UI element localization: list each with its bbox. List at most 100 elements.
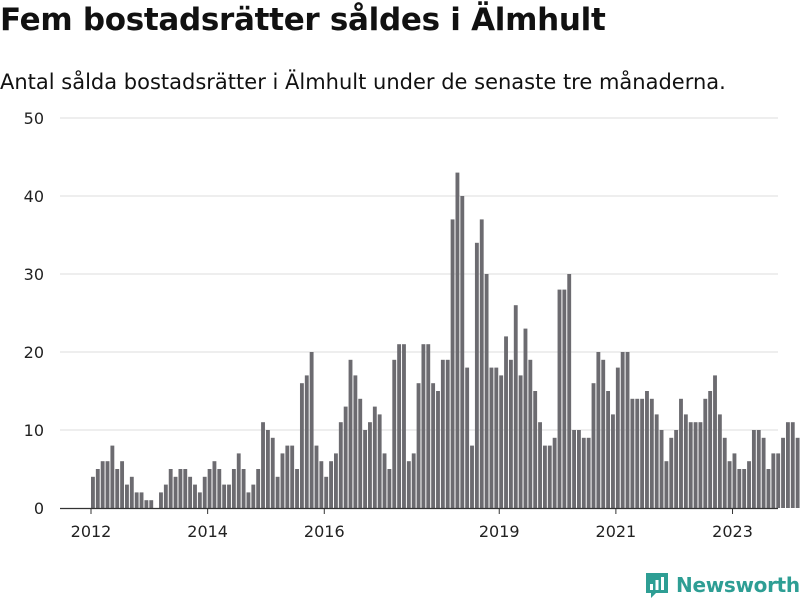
y-tick-label: 20 bbox=[24, 343, 44, 362]
bar bbox=[129, 476, 134, 508]
bar bbox=[329, 461, 333, 508]
bar bbox=[766, 469, 771, 508]
chart-title: Fem bostadsrätter såldes i Älmhult bbox=[0, 2, 606, 38]
y-tick-label: 0 bbox=[34, 499, 44, 518]
bar bbox=[363, 430, 368, 508]
bar bbox=[761, 437, 766, 508]
bar bbox=[188, 476, 193, 508]
bar bbox=[397, 344, 402, 508]
bar bbox=[261, 422, 265, 508]
bar bbox=[193, 484, 197, 508]
bar bbox=[338, 422, 343, 508]
bar bbox=[562, 289, 567, 508]
bar bbox=[450, 219, 455, 508]
bar bbox=[513, 305, 518, 508]
bar bbox=[275, 476, 280, 508]
bar bbox=[732, 453, 737, 508]
bar bbox=[790, 422, 795, 508]
bar-chart: 0102030405052012201420162019202120232025 bbox=[24, 109, 800, 541]
bar bbox=[387, 469, 392, 508]
chart-subtitle: Antal sålda bostadsrätter i Älmhult unde… bbox=[0, 70, 726, 94]
bar bbox=[504, 336, 508, 508]
bar bbox=[105, 461, 110, 508]
bar bbox=[309, 352, 314, 508]
bar bbox=[125, 484, 129, 508]
bar bbox=[372, 406, 377, 508]
bar bbox=[572, 430, 576, 508]
bar bbox=[319, 461, 324, 508]
bar bbox=[280, 453, 285, 508]
bar bbox=[411, 453, 416, 508]
bar bbox=[173, 476, 178, 508]
bar bbox=[100, 461, 105, 508]
bar bbox=[241, 469, 246, 508]
y-tick-label: 40 bbox=[24, 187, 44, 206]
bar bbox=[756, 430, 761, 508]
bar bbox=[212, 461, 217, 508]
bar bbox=[698, 422, 703, 508]
bar bbox=[134, 492, 139, 508]
bar bbox=[703, 398, 708, 508]
bar bbox=[620, 352, 625, 508]
bar bbox=[207, 469, 212, 508]
bar bbox=[416, 383, 421, 508]
bar bbox=[708, 391, 713, 508]
bar bbox=[688, 422, 693, 508]
bar bbox=[776, 453, 781, 508]
bar bbox=[455, 172, 460, 508]
x-tick-label: 2023 bbox=[712, 522, 753, 541]
labels: 0102030405052012201420162019202120232025 bbox=[24, 109, 753, 541]
bar bbox=[149, 500, 154, 508]
bar bbox=[713, 375, 717, 508]
bar bbox=[674, 430, 679, 508]
bar bbox=[737, 469, 742, 508]
x-tick-label: 2019 bbox=[479, 522, 520, 541]
bar bbox=[747, 461, 751, 508]
bar bbox=[591, 383, 596, 508]
x-axis bbox=[60, 507, 778, 514]
y-tick-label: 50 bbox=[24, 109, 44, 128]
bar bbox=[484, 274, 489, 508]
bar bbox=[246, 492, 251, 508]
bar bbox=[202, 476, 207, 508]
bar bbox=[557, 289, 562, 508]
bar bbox=[178, 469, 183, 508]
bars bbox=[91, 172, 800, 509]
bar bbox=[183, 469, 188, 508]
bar bbox=[659, 430, 664, 508]
bar bbox=[314, 445, 319, 508]
bar bbox=[547, 445, 552, 508]
bar bbox=[144, 500, 149, 508]
y-tick-label: 30 bbox=[24, 265, 44, 284]
bar bbox=[227, 484, 231, 508]
bar bbox=[392, 359, 397, 508]
bar bbox=[377, 414, 382, 508]
bar bbox=[654, 414, 659, 508]
bar bbox=[426, 344, 431, 508]
bar bbox=[625, 352, 630, 508]
bar bbox=[533, 391, 538, 508]
bar bbox=[120, 461, 125, 508]
bar bbox=[421, 344, 426, 508]
bar bbox=[304, 375, 309, 508]
bar bbox=[402, 344, 406, 508]
bar bbox=[334, 453, 338, 508]
x-tick-label: 2012 bbox=[71, 522, 112, 541]
bar bbox=[115, 469, 120, 508]
bar bbox=[751, 430, 756, 508]
bar bbox=[494, 367, 499, 508]
bar bbox=[256, 469, 261, 508]
bar bbox=[265, 430, 270, 508]
x-tick-label: 2014 bbox=[187, 522, 228, 541]
bar bbox=[368, 422, 372, 508]
bar bbox=[586, 437, 591, 508]
bar bbox=[649, 398, 654, 508]
bar bbox=[479, 219, 484, 508]
bar bbox=[771, 453, 776, 508]
bar bbox=[635, 398, 640, 508]
bar bbox=[538, 422, 542, 508]
bar bbox=[406, 461, 411, 508]
bar bbox=[159, 492, 163, 508]
bar bbox=[664, 461, 669, 508]
bar bbox=[236, 453, 241, 508]
